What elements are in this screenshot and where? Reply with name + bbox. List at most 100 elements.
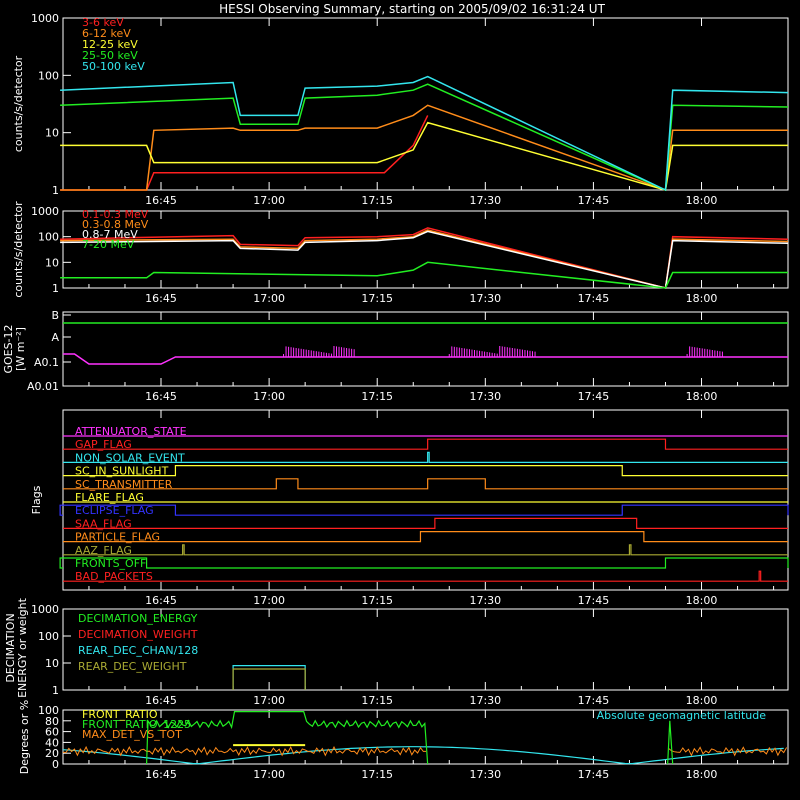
legend-entry: 50-100 keV (82, 60, 145, 73)
y-tick-label: 1 (52, 684, 59, 697)
flag-line-11 (63, 570, 788, 582)
x-tick-label: 17:30 (469, 768, 501, 781)
legend-entry: 0.3-0.8 MeV (82, 218, 149, 231)
x-tick-label: 17:30 (469, 594, 501, 607)
x-tick-label: 17:00 (253, 694, 285, 707)
legend-entry: 0.1-0.3 MeV (82, 208, 149, 221)
x-tick-label: 17:45 (578, 292, 610, 305)
y-axis-label: counts/s/detector (12, 55, 25, 152)
series-line-2 (60, 121, 788, 191)
y-tick-label: 1000 (31, 12, 59, 25)
flag-label: ECLIPSE_FLAG (75, 504, 154, 517)
flag-label: SAA_FLAG (75, 517, 132, 530)
flag-label: BAD_PACKETS (75, 570, 153, 583)
legend-entry: FRONT_RATIO_1225 (82, 718, 191, 731)
flag-line-2 (63, 451, 788, 463)
x-tick-label: 17:15 (361, 768, 393, 781)
x-tick-label: 17:45 (578, 594, 610, 607)
y-tick-label: 100 (38, 630, 59, 643)
x-tick-label: 17:00 (253, 390, 285, 403)
y-axis-label: GOES-12 (2, 324, 15, 373)
flag-line-3 (63, 465, 788, 477)
series-line-0 (60, 115, 429, 191)
flag-line-1 (63, 438, 788, 450)
x-tick-label: 16:45 (145, 694, 177, 707)
flag-label: AAZ_FLAG (75, 544, 132, 557)
series-line-1 (60, 104, 788, 192)
flag-line-10 (59, 557, 789, 569)
y-axis-label: Flags (30, 485, 43, 514)
legend-entry: REAR_DEC_CHAN/128 (78, 644, 198, 657)
x-tick-label: 16:45 (145, 768, 177, 781)
legend-entry: 6-12 keV (82, 27, 131, 40)
y-axis-label: DECIMATION (4, 613, 17, 682)
x-tick-label: 16:45 (145, 194, 177, 207)
x-tick-label: 16:45 (145, 594, 177, 607)
x-tick-label: 17:15 (361, 694, 393, 707)
y-axis-label: Degrees or % (18, 700, 31, 774)
legend-entry: 25-50 keV (82, 49, 138, 62)
flag-label: FLARE_FLAG (75, 491, 144, 504)
x-tick-label: 18:00 (686, 390, 718, 403)
x-tick-label: 18:00 (686, 694, 718, 707)
legend-entry: 7-20 MeV (82, 238, 135, 251)
panel-frame-1 (62, 17, 789, 191)
flag-label: SC_IN_SUNLIGHT (75, 465, 169, 478)
legend-entry: DECIMATION_WEIGHT (78, 628, 198, 641)
flag-label: NON_SOLAR_EVENT (75, 451, 185, 464)
x-tick-label: 18:00 (686, 292, 718, 305)
series-line-3 (60, 83, 789, 192)
legend-entry: 12-25 keV (82, 38, 138, 51)
y-tick-label: 10 (45, 657, 59, 670)
y-tick-label: A (51, 331, 59, 344)
x-tick-label: 17:45 (578, 694, 610, 707)
flag-label: FRONTS_OFF (75, 557, 146, 570)
flag-line-7 (63, 517, 788, 529)
y-axis-label-units: [W m⁻²] (14, 327, 27, 371)
x-tick-label: 17:30 (469, 292, 501, 305)
x-tick-label: 16:45 (145, 390, 177, 403)
x-tick-label: 17:45 (578, 194, 610, 207)
y-tick-label: 0 (52, 758, 59, 771)
y-tick-label: 100 (38, 231, 59, 244)
series-line-2 (60, 230, 789, 289)
flag-line-4 (63, 478, 788, 490)
chart-title: HESSI Observing Summary, starting on 200… (219, 2, 605, 16)
x-tick-label: 17:30 (469, 390, 501, 403)
x-tick-label: 17:00 (253, 594, 285, 607)
y-axis-label-2: ENERGY or weight (16, 597, 29, 697)
flag-label: GAP_FLAG (75, 438, 132, 451)
x-tick-label: 18:00 (686, 768, 718, 781)
legend-entry: 0.8-7 MeV (82, 228, 138, 241)
x-tick-label: 17:30 (469, 194, 501, 207)
flag-line-6 (59, 504, 789, 516)
y-tick-label: 60 (45, 726, 59, 739)
panel-frame-3 (62, 311, 789, 387)
x-tick-label: 18:00 (686, 594, 718, 607)
x-tick-label: 17:15 (361, 292, 393, 305)
x-tick-label: 17:15 (361, 194, 393, 207)
y-tick-label: 1 (52, 282, 59, 295)
decimation-line-3 (232, 668, 306, 690)
x-tick-label: 17:00 (253, 768, 285, 781)
geomag-latitude-line (62, 746, 784, 765)
front-ratio-1225-line (145, 711, 674, 765)
flag-label: ATTENUATOR_STATE (75, 425, 187, 438)
panel-frame-5 (62, 608, 789, 691)
y-tick-label: 1000 (31, 603, 59, 616)
x-tick-label: 17:00 (253, 292, 285, 305)
legend-entry: DECIMATION_ENERGY (78, 612, 198, 625)
y-tick-label: 100 (38, 69, 59, 82)
series-line-1 (60, 229, 789, 289)
x-tick-label: 17:15 (361, 594, 393, 607)
panel-frame-2 (62, 210, 789, 289)
y-tick-label: B (51, 309, 59, 322)
x-tick-label: 17:45 (578, 390, 610, 403)
x-tick-label: 17:00 (253, 194, 285, 207)
y-tick-label: A0.1 (34, 356, 59, 369)
y-tick-label: 80 (45, 715, 59, 728)
legend-entry: REAR_DEC_WEIGHT (78, 660, 187, 673)
y-tick-label: A0.01 (27, 380, 59, 393)
series-line-4 (60, 75, 789, 192)
